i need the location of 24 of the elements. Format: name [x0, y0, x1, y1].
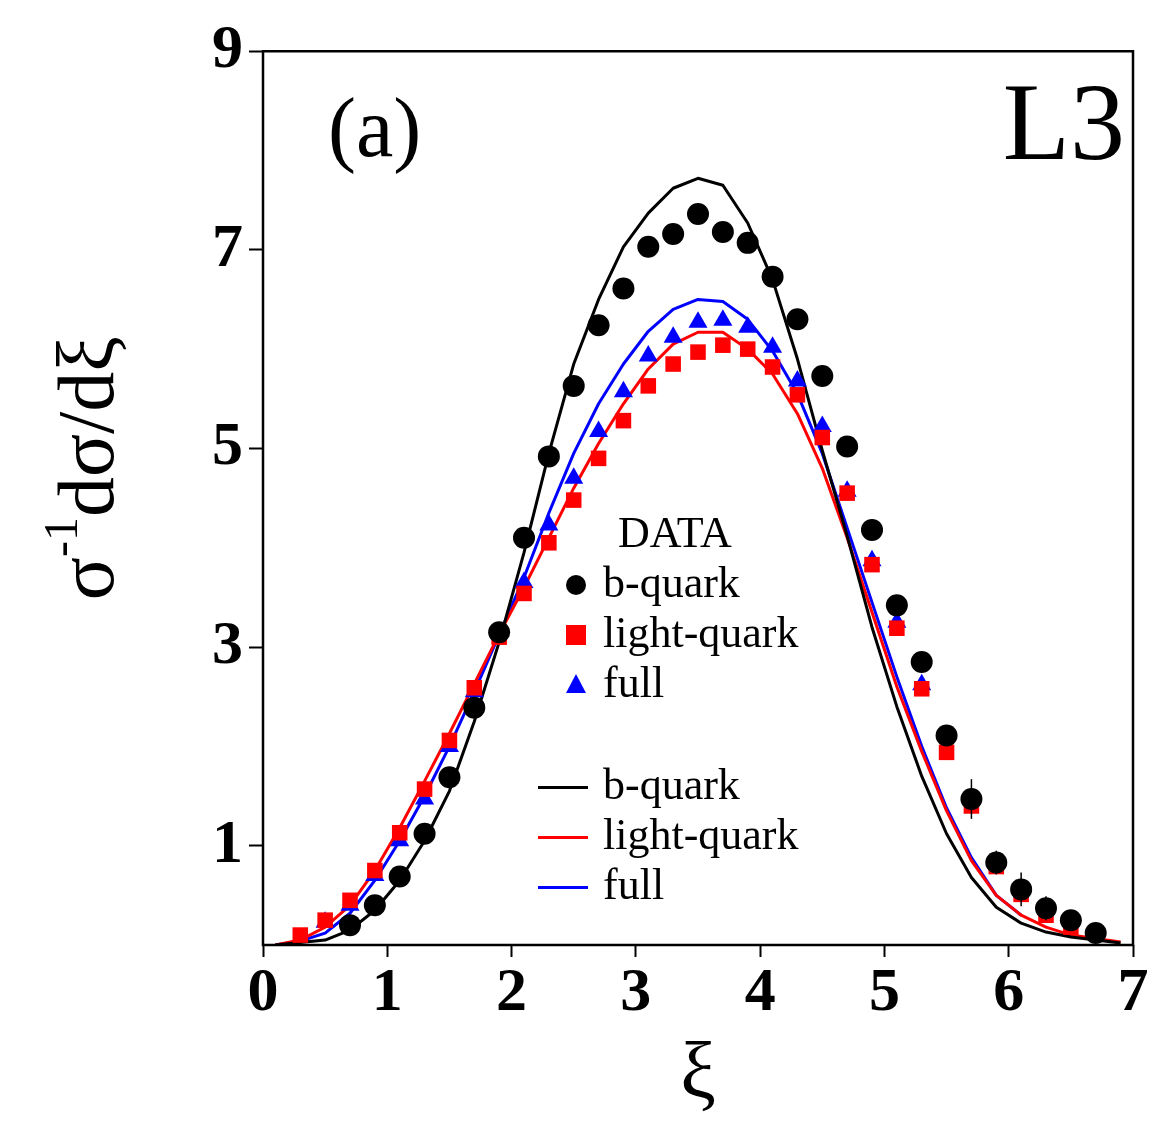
x-axis-title: ξ [680, 1027, 716, 1115]
x-tick-label: 4 [744, 955, 776, 1024]
x-tick-label: 7 [1117, 955, 1149, 1024]
legend-label: full [603, 657, 665, 707]
legend-label: light-quark [603, 607, 799, 657]
annotation: L3 [1002, 61, 1125, 184]
annotation: (a) [328, 81, 422, 176]
legend-label: full [603, 860, 665, 910]
y-tick-label: 5 [212, 409, 243, 478]
y-tick-label: 9 [212, 12, 243, 81]
legend-label: b-quark [603, 760, 740, 810]
x-tick-label: 1 [371, 955, 403, 1024]
legend-label: light-quark [603, 810, 799, 860]
x-tick-label: 5 [868, 955, 900, 1024]
y-tick-label: 7 [212, 210, 243, 279]
x-tick-label: 2 [496, 955, 528, 1024]
x-tick-label: 6 [993, 955, 1025, 1024]
x-tick-label: 0 [247, 955, 279, 1024]
x-tick-label: 3 [620, 955, 652, 1024]
legend-label: b-quark [603, 557, 740, 607]
y-tick-label: 1 [212, 806, 243, 875]
y-axis-title: σ-1dσ/dξ [34, 336, 130, 601]
y-tick-label: 3 [212, 608, 243, 677]
legend-title: DATA [618, 507, 733, 557]
